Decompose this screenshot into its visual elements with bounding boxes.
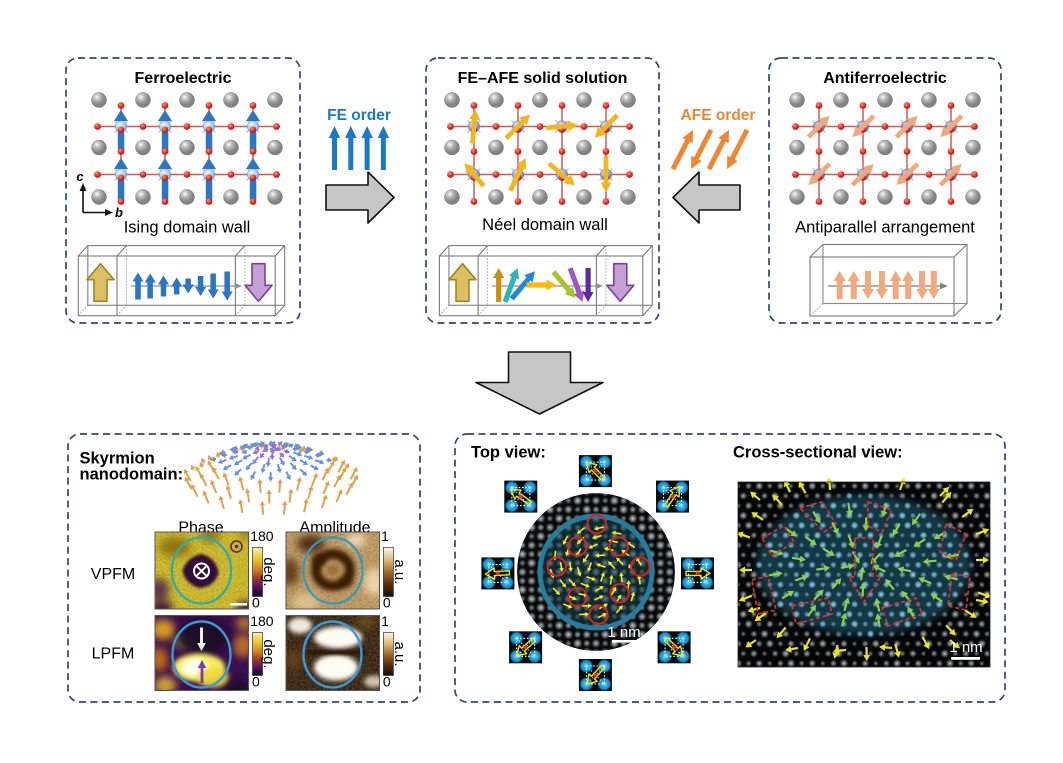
svg-text:Skyrmion: Skyrmion xyxy=(80,450,155,468)
svg-text:deg.: deg. xyxy=(260,639,277,668)
svg-text:c: c xyxy=(76,169,84,184)
svg-text:LPFM: LPFM xyxy=(92,646,135,663)
svg-text:0: 0 xyxy=(383,674,391,690)
svg-text:1: 1 xyxy=(381,613,389,629)
svg-text:Ferroelectric: Ferroelectric xyxy=(135,70,232,87)
svg-text:1 nm: 1 nm xyxy=(949,639,982,656)
svg-text:Antiparallel arrangement: Antiparallel arrangement xyxy=(795,219,975,237)
svg-text:Cross-sectional view:: Cross-sectional view: xyxy=(733,444,903,462)
svg-text:a.u.: a.u. xyxy=(391,641,408,666)
svg-text:0: 0 xyxy=(252,595,260,611)
svg-text:Top view:: Top view: xyxy=(471,444,546,462)
svg-text:b: b xyxy=(115,205,123,220)
svg-text:VPFM: VPFM xyxy=(91,566,135,583)
svg-text:AFE order: AFE order xyxy=(681,107,756,124)
svg-text:Néel domain wall: Néel domain wall xyxy=(482,216,608,234)
svg-text:0: 0 xyxy=(383,595,391,611)
svg-text:nanodomain:: nanodomain: xyxy=(80,466,184,484)
svg-text:180: 180 xyxy=(250,613,274,629)
svg-text:1 nm: 1 nm xyxy=(607,624,640,641)
svg-text:FE–AFE solid solution: FE–AFE solid solution xyxy=(458,70,628,87)
svg-text:FE order: FE order xyxy=(327,107,391,124)
svg-text:a.u.: a.u. xyxy=(391,559,408,584)
svg-text:180: 180 xyxy=(250,528,274,544)
svg-text:1: 1 xyxy=(381,528,389,544)
svg-text:Antiferroelectric: Antiferroelectric xyxy=(823,70,947,87)
svg-text:Ising domain wall: Ising domain wall xyxy=(124,219,251,237)
svg-text:deg.: deg. xyxy=(260,557,277,586)
svg-text:0: 0 xyxy=(252,674,260,690)
